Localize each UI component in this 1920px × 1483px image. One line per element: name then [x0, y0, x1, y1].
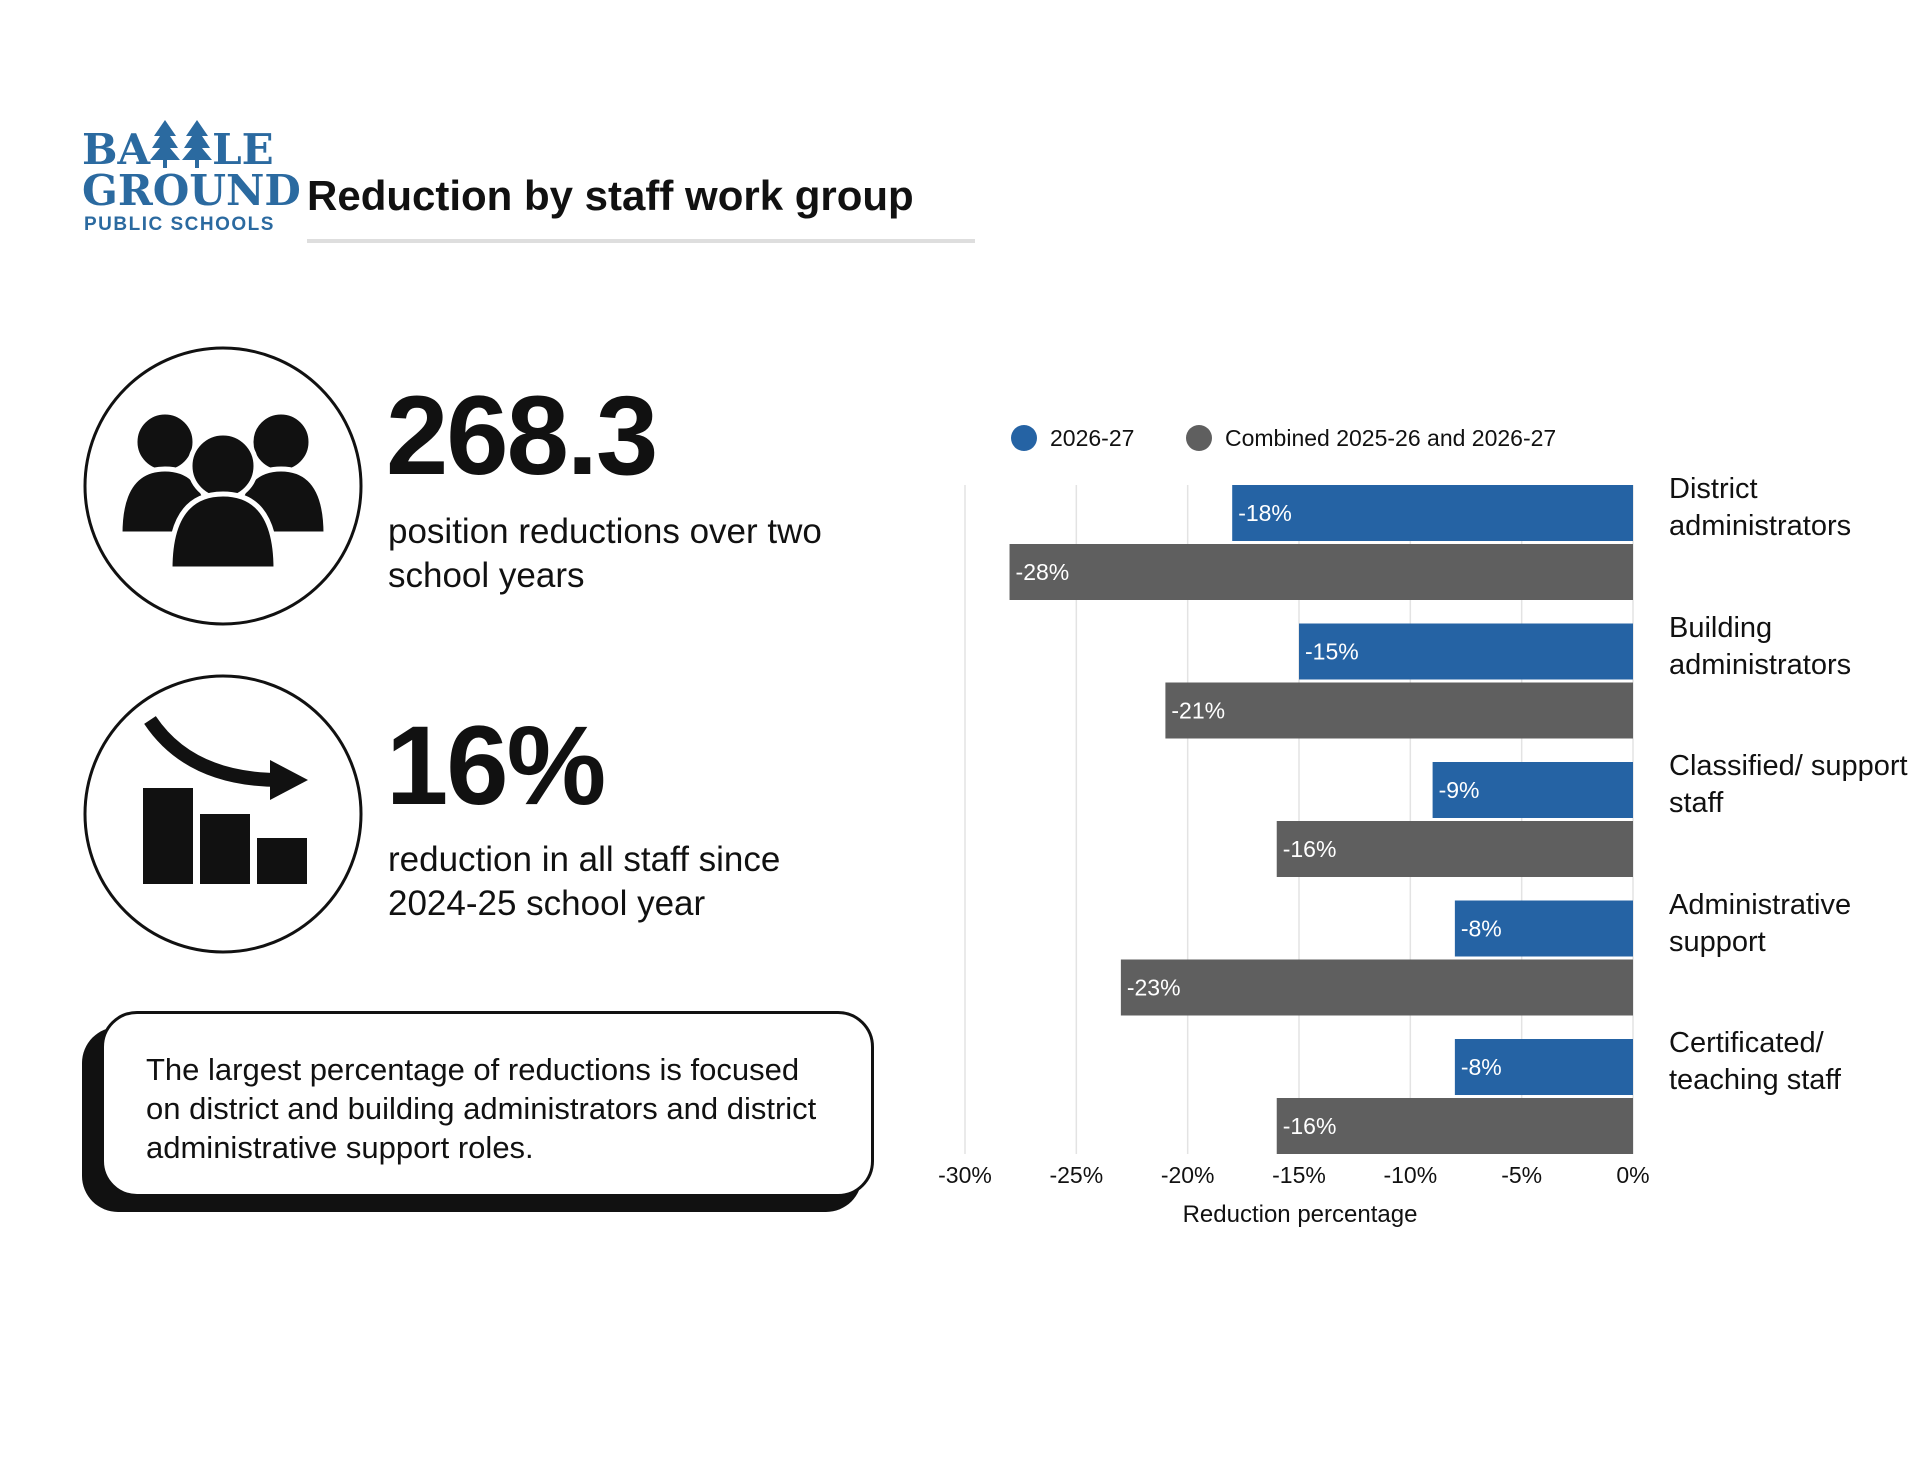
logo-text: BA: [82, 125, 151, 174]
logo-trees: [150, 120, 213, 168]
logo-line2: GROUND: [82, 166, 301, 215]
x-axis-label: Reduction percentage: [1183, 1201, 1418, 1228]
people-icon: [83, 346, 363, 626]
x-tick-label: -30%: [938, 1162, 992, 1188]
bar: [1432, 762, 1633, 818]
x-tick-label: 0%: [1616, 1162, 1649, 1188]
value-label: -8%: [1461, 1054, 1502, 1080]
bar: [1120, 959, 1633, 1016]
stat-value: 16%: [386, 703, 606, 828]
value-label: -9%: [1439, 777, 1480, 803]
bar: [1276, 821, 1633, 877]
category-label: Building administrators: [1669, 611, 1852, 681]
legend-label: 2026-27: [1050, 425, 1134, 451]
bar: [1165, 682, 1633, 739]
stat-label: reduction in all staff since 2024-25 sch…: [388, 840, 781, 923]
category-label: Administrative support: [1669, 888, 1852, 958]
category-label: Classified/ support staff: [1669, 750, 1908, 819]
stat-value: 268.3: [386, 373, 658, 498]
value-label: -8%: [1461, 916, 1502, 942]
legend-marker: [1186, 425, 1212, 451]
title: Reduction by staff work group: [307, 172, 914, 219]
x-tick-label: -5%: [1501, 1162, 1542, 1188]
x-tick-label: -20%: [1161, 1162, 1215, 1188]
bar: [1454, 1039, 1633, 1095]
logo-line3: PUBLIC SCHOOLS: [84, 214, 275, 235]
bar: [1232, 485, 1633, 541]
title-underline: [307, 239, 975, 243]
value-label: -15%: [1305, 639, 1359, 665]
value-label: -23%: [1127, 975, 1181, 1001]
bar: [1454, 900, 1633, 957]
value-label: -18%: [1238, 500, 1292, 526]
value-label: -21%: [1171, 698, 1225, 724]
logo-line1: BA LE: [82, 120, 274, 174]
callout: The largest percentage of reductions is …: [101, 1011, 874, 1197]
logo-text: LE: [212, 125, 274, 174]
category-label: District administrators: [1669, 473, 1852, 542]
bar: [1299, 623, 1633, 680]
category-label: Certificated/ teaching staff: [1669, 1027, 1841, 1096]
value-label: -16%: [1283, 836, 1337, 862]
x-tick-label: -25%: [1049, 1162, 1103, 1188]
bar: [1276, 1098, 1633, 1154]
value-label: -16%: [1283, 1113, 1337, 1139]
legend-marker: [1011, 425, 1037, 451]
legend-label: Combined 2025-26 and 2026-27: [1225, 425, 1556, 451]
x-tick-label: -15%: [1272, 1162, 1326, 1188]
decline-icon: [83, 674, 363, 954]
stat-label: position reductions over two school year…: [388, 512, 822, 595]
bar: [1009, 544, 1633, 600]
value-label: -28%: [1016, 559, 1070, 585]
x-tick-label: -10%: [1383, 1162, 1437, 1188]
